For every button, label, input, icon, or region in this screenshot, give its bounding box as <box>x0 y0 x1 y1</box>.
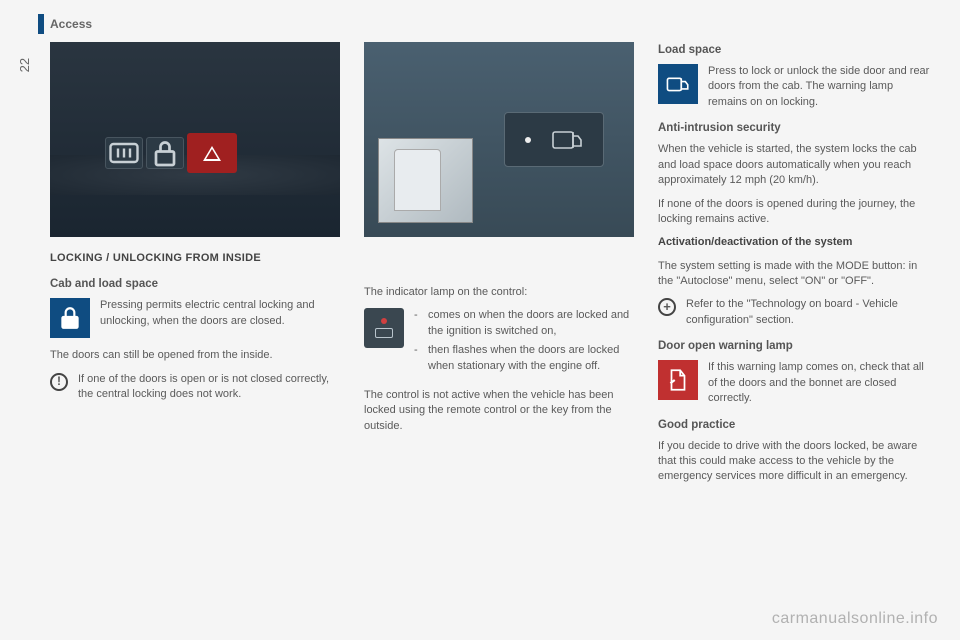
column-1: LOCKING / UNLOCKING FROM INSIDE Cab and … <box>50 42 340 493</box>
section-title: Access <box>50 16 92 33</box>
indicator-intro: The indicator lamp on the control: <box>364 285 634 300</box>
heading-load-space: Load space <box>658 42 930 58</box>
page-tab <box>38 14 44 34</box>
lock-info-text: Pressing permits electric central lockin… <box>100 298 340 338</box>
control-inactive-note: The control is not active when the vehic… <box>364 388 634 434</box>
activation-text: The system setting is made with the MODE… <box>658 259 930 290</box>
load-button-photo <box>364 42 634 237</box>
heading-anti-intrusion: Anti-intrusion security <box>658 120 930 136</box>
refer-text: Refer to the "Technology on board - Vehi… <box>686 297 930 328</box>
column-3: Load space Press to lock or unlock the s… <box>658 42 930 493</box>
hazard-button <box>187 133 237 173</box>
load-space-text: Press to lock or unlock the side door an… <box>708 64 930 110</box>
hazard-triangle-icon <box>203 146 221 161</box>
watermark: carmanualsonline.info <box>772 608 938 630</box>
button-panel <box>105 137 237 173</box>
warning-block: ! If one of the doors is open or is not … <box>50 372 340 403</box>
central-lock-button <box>146 137 184 169</box>
load-space-block: Press to lock or unlock the side door an… <box>658 64 930 110</box>
indicator-led-icon <box>525 137 531 143</box>
indicator-lamp-icon <box>364 308 404 348</box>
rear-defrost-button <box>105 137 143 169</box>
anti-p1: When the vehicle is started, the system … <box>658 142 930 188</box>
lock-info-block: Pressing permits electric central lockin… <box>50 298 340 338</box>
heading-good-practice: Good practice <box>658 417 930 433</box>
indicator-item-1: comes on when the doors are locked and t… <box>414 308 634 339</box>
padlock-icon <box>50 298 90 338</box>
refer-block: + Refer to the "Technology on board - Ve… <box>658 297 930 328</box>
page-number: 22 <box>16 58 34 72</box>
doors-open-note: The doors can still be opened from the i… <box>50 348 340 363</box>
load-door-icon <box>658 64 698 104</box>
door-open-block: If this warning lamp comes on, check tha… <box>658 360 930 406</box>
door-open-text: If this warning lamp comes on, check tha… <box>708 360 930 406</box>
indicator-block: comes on when the doors are locked and t… <box>364 308 634 378</box>
indicator-list: comes on when the doors are locked and t… <box>414 308 634 378</box>
cab-door-inset-photo <box>378 138 473 223</box>
dashboard-photo <box>50 42 340 237</box>
heading-door-open: Door open warning lamp <box>658 338 930 354</box>
good-practice-text: If you decide to drive with the doors lo… <box>658 439 930 485</box>
indicator-item-2: then flashes when the doors are locked w… <box>414 343 634 374</box>
column-2: The indicator lamp on the control: comes… <box>364 42 634 493</box>
van-door-icon <box>551 128 583 152</box>
door-open-warning-icon <box>658 360 698 400</box>
activation-title: Activation/deactivation of the system <box>658 236 852 248</box>
warning-icon: ! <box>50 373 68 391</box>
subheading-cab-load: Cab and load space <box>50 276 340 292</box>
load-space-button <box>504 112 604 167</box>
anti-p2: If none of the doors is opened during th… <box>658 197 930 228</box>
warning-text: If one of the doors is open or is not cl… <box>78 372 340 403</box>
plus-icon: + <box>658 298 676 316</box>
heading-locking: LOCKING / UNLOCKING FROM INSIDE <box>50 251 340 266</box>
content-area: LOCKING / UNLOCKING FROM INSIDE Cab and … <box>50 42 930 493</box>
